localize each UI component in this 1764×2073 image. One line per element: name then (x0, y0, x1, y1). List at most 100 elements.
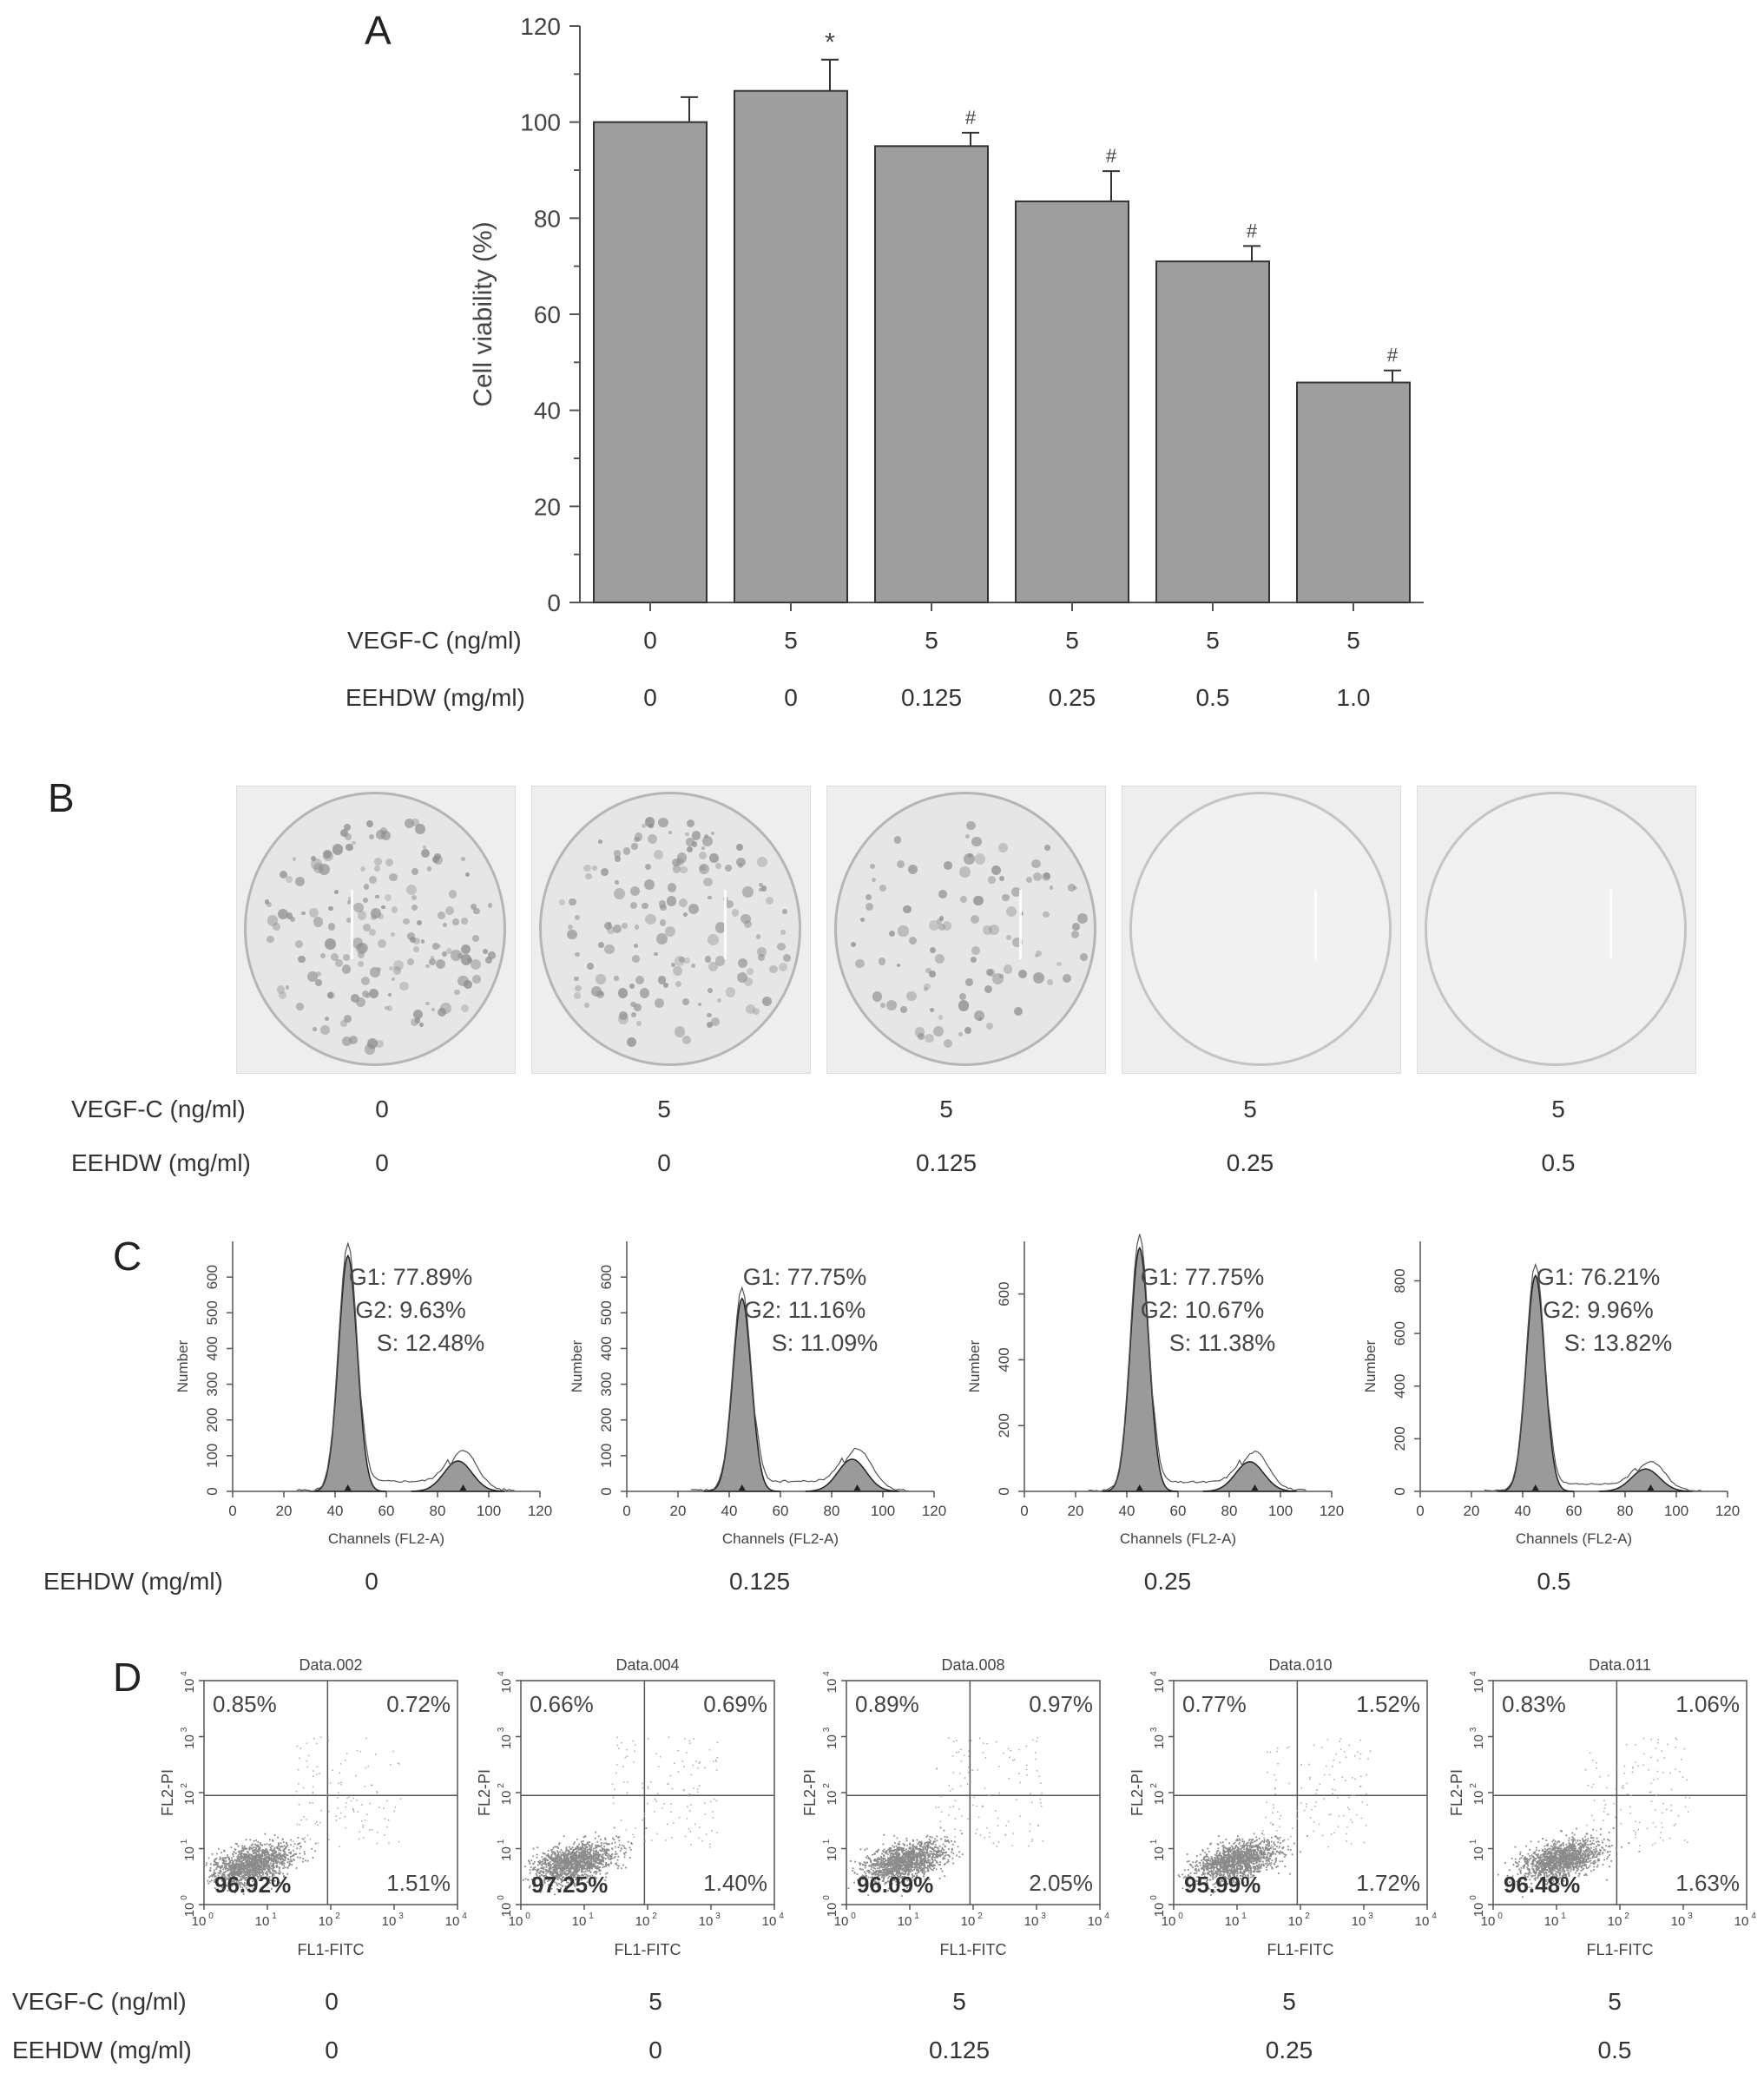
scatter-events (847, 1736, 1044, 1897)
colony (897, 859, 905, 868)
colony (744, 977, 753, 986)
x-tick-exponent: 1 (914, 1912, 919, 1921)
s-percent: S: 11.09% (772, 1330, 879, 1356)
colony (410, 1017, 418, 1027)
panel-b-eehdw-label: EEHDW (mg/ml) (71, 1149, 251, 1176)
colony (894, 836, 902, 844)
colony (999, 875, 1005, 881)
colony (641, 824, 646, 829)
colony (342, 953, 350, 961)
y-tick-exponent: 2 (1149, 1783, 1159, 1788)
colony (1043, 872, 1051, 880)
eehdw-value: 0.125 (728, 1568, 791, 1595)
colony (335, 959, 343, 967)
colony (984, 984, 993, 993)
y-tick-label: 400 (204, 1336, 220, 1360)
dish-reflection (1609, 890, 1612, 959)
colony (985, 968, 994, 977)
colony (448, 890, 457, 898)
dish-reflection (724, 890, 727, 959)
colony (686, 838, 694, 846)
x-tick-label: 10 (762, 1914, 777, 1929)
colony (1032, 971, 1044, 984)
colony (604, 944, 615, 955)
colony (472, 975, 481, 984)
colony (686, 819, 695, 828)
colony (441, 951, 448, 958)
dish-reflection (1314, 890, 1317, 959)
colony (639, 988, 649, 998)
x-tick-exponent: 2 (1305, 1912, 1310, 1921)
colony (991, 972, 1004, 984)
g1-peak (703, 1297, 781, 1492)
colony (604, 921, 613, 930)
y-tick-label: 10 (182, 1679, 197, 1694)
colony (872, 991, 882, 1002)
x-tick-label: 100 (871, 1503, 895, 1519)
x-tick-label: 100 (1268, 1503, 1293, 1519)
colony (859, 918, 865, 923)
vegf-value: 5 (657, 1096, 671, 1122)
g2-marker (853, 1484, 861, 1491)
bar (734, 89, 848, 603)
colony (355, 997, 366, 1008)
colony (606, 926, 615, 935)
g1-peak (1497, 1273, 1575, 1492)
colony (445, 905, 455, 915)
y-tick-exponent: 1 (822, 1839, 832, 1844)
colony (686, 846, 693, 852)
colony (666, 896, 677, 906)
colony (286, 912, 293, 919)
x-tick-exponent: 4 (1104, 1912, 1109, 1921)
colony (631, 843, 638, 850)
colony (322, 851, 333, 862)
colony (970, 956, 977, 963)
x-tick-label: 60 (378, 1503, 395, 1519)
eehdw-value: 0 (325, 2037, 339, 2063)
colony (855, 958, 865, 969)
colony (1010, 886, 1021, 897)
colony (432, 943, 439, 950)
colony (360, 865, 366, 872)
colony (759, 887, 763, 892)
petri-dish (1129, 792, 1392, 1066)
colony (363, 883, 370, 890)
colony (999, 974, 1004, 978)
y-tick-exponent: 3 (1149, 1727, 1159, 1732)
colony (631, 1012, 637, 1018)
x-tick-label: 10 (1415, 1914, 1430, 1929)
y-tick-label: 500 (204, 1300, 220, 1325)
dish-reflection (351, 890, 353, 959)
colony (454, 989, 460, 996)
colony (575, 951, 580, 958)
x-tick-exponent: 2 (335, 1912, 340, 1921)
vegf-value: 5 (648, 1988, 662, 2015)
colony (438, 944, 442, 949)
y-tick-label: 10 (499, 1903, 514, 1918)
x-tick-label: 120 (528, 1503, 552, 1519)
colony (706, 1021, 713, 1028)
y-tick-label: 10 (1152, 1791, 1167, 1806)
colony (361, 990, 370, 998)
colony (1034, 953, 1038, 958)
x-tick-label: 40 (1515, 1503, 1531, 1519)
raw-histogram-outline (1088, 1234, 1307, 1492)
y-tick-exponent: 3 (180, 1727, 189, 1732)
colony (369, 929, 376, 937)
colony (674, 955, 686, 967)
eehdw-value: 0 (365, 1568, 378, 1595)
colony (566, 929, 577, 940)
histogram-y-label: Number (569, 1339, 585, 1392)
y-tick-exponent: 4 (180, 1671, 189, 1676)
colony (880, 1003, 886, 1009)
colony (973, 1010, 984, 1021)
g2-marker (1251, 1484, 1259, 1491)
colony (987, 969, 996, 977)
colony (1044, 844, 1050, 851)
colony (614, 976, 619, 981)
scatter-y-label: FL2-PI (1448, 1769, 1465, 1816)
g2-marker (459, 1484, 467, 1491)
colony (1043, 911, 1050, 918)
colony (406, 958, 414, 965)
x-tick-label: 80 (824, 1503, 840, 1519)
